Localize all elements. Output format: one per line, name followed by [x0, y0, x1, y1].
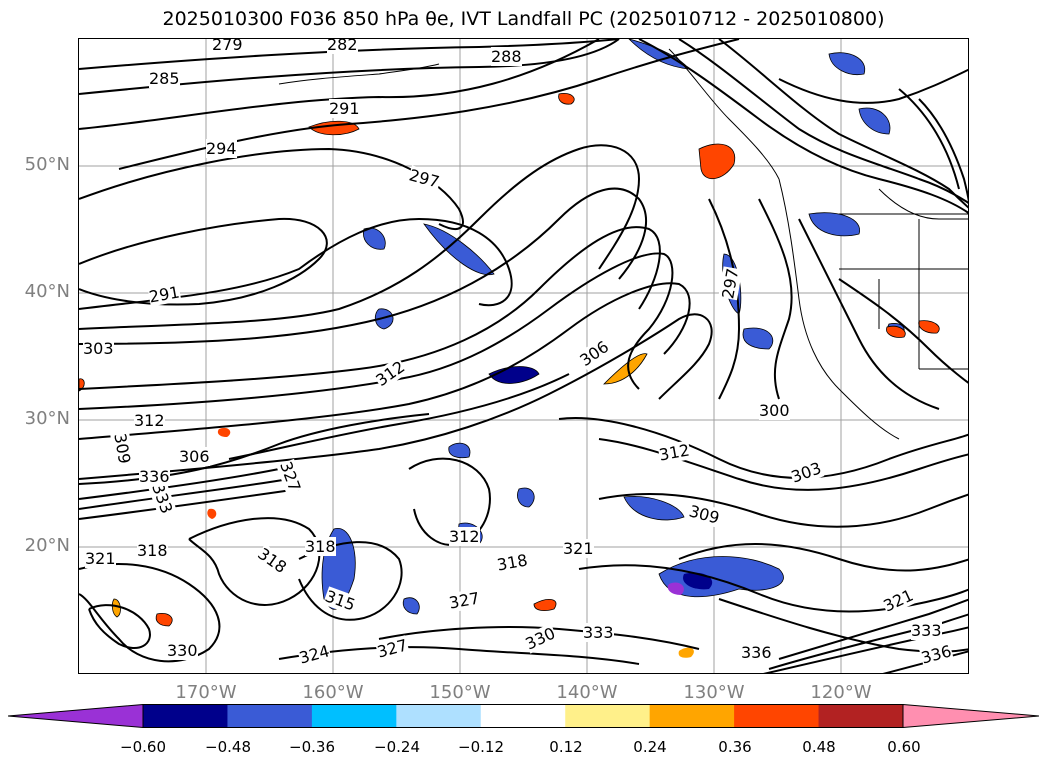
contour-label: 321 [563, 539, 594, 558]
contour-label: 312 [134, 411, 165, 430]
contour-label: 306 [576, 336, 613, 371]
contour-label: 327 [276, 458, 305, 495]
contour-label: 282 [327, 39, 358, 54]
lon-label-160w: 160°W [302, 682, 364, 703]
colorbar-segment [480, 704, 566, 728]
contour-label: 291 [329, 99, 360, 118]
colorbar-segment [818, 704, 904, 728]
colorbar-segment [649, 704, 735, 728]
contour-label: 336 [919, 641, 954, 668]
contour-label: 312 [372, 356, 409, 391]
contour-label: 330 [522, 623, 559, 654]
colorbar-tick: −0.12 [458, 738, 504, 756]
contour-label: 318 [254, 543, 291, 578]
contour-label: 321 [85, 549, 116, 568]
contour-label: 309 [110, 431, 135, 466]
contour-label: 297 [407, 165, 442, 192]
contour-label: 312 [657, 440, 691, 465]
contour-label: 309 [687, 501, 722, 528]
lat-label-30n: 30°N [24, 408, 70, 429]
contour-label: 294 [206, 139, 237, 158]
contour-label: 297 [718, 266, 743, 301]
contour-label: 315 [322, 586, 358, 615]
lon-label-130w: 130°W [683, 682, 745, 703]
contour-label: 324 [297, 641, 332, 668]
colorbar-tick: 0.48 [802, 738, 836, 756]
coastlines [278, 48, 968, 440]
lon-label-170w: 170°W [175, 682, 237, 703]
contour-label: 336 [139, 467, 170, 486]
colorbar-tick: −0.24 [374, 738, 420, 756]
lat-label-20n: 20°N [24, 535, 70, 556]
contour-label: 321 [880, 585, 917, 616]
contour-label: 312 [449, 527, 480, 546]
map-title: 2025010300 F036 850 hPa θe, IVT Landfall… [162, 8, 885, 30]
colorbar-tick: −0.60 [120, 738, 166, 756]
contour-label: 318 [137, 541, 168, 560]
contour-label: 279 [212, 39, 243, 54]
contour-label: 327 [447, 588, 481, 613]
contour-label: 330 [167, 641, 198, 660]
colorbar [8, 704, 1039, 728]
contour-label: 333 [148, 480, 177, 517]
contour-labels: 279 282 285 288 291 294 297 291 297 303 … [79, 39, 968, 673]
colorbar-segment [311, 704, 397, 728]
colorbar-segment [143, 704, 228, 728]
lon-label-120w: 120°W [810, 682, 872, 703]
positive-anomaly-patches [79, 92, 940, 658]
colorbar-segment [227, 704, 313, 728]
contour-label: 288 [491, 47, 522, 66]
contour-label: 327 [375, 635, 410, 662]
contour-label: 303 [83, 339, 114, 358]
colorbar-extend-high [903, 704, 1039, 728]
graticule [79, 39, 968, 673]
colorbar-segment [734, 704, 820, 728]
lon-label-150w: 150°W [429, 682, 491, 703]
contour-label: 336 [741, 643, 772, 662]
contour-label: 300 [759, 401, 790, 420]
colorbar-segment [565, 704, 651, 728]
contour-label: 285 [149, 69, 180, 88]
colorbar-tick: 0.12 [549, 738, 583, 756]
colorbar-tick: 0.24 [633, 738, 667, 756]
map-panel[interactable]: 279 282 285 288 291 294 297 291 297 303 … [78, 38, 969, 674]
colorbar-segment [396, 704, 482, 728]
lat-label-40n: 40°N [24, 281, 70, 302]
colorbar-tick: −0.36 [289, 738, 335, 756]
colorbar-extend-low [8, 704, 143, 728]
contour-label: 318 [305, 537, 336, 556]
colorbar-tick: 0.36 [718, 738, 752, 756]
colorbar-tick: 0.60 [887, 738, 921, 756]
contour-label: 333 [911, 621, 942, 640]
contour-label: 306 [179, 447, 210, 466]
contour-label: 318 [495, 550, 529, 575]
contour-label: 303 [788, 458, 824, 487]
colorbar-tick: −0.48 [205, 738, 251, 756]
contour-label: 291 [147, 282, 181, 307]
lon-label-140w: 140°W [556, 682, 618, 703]
contour-label: 333 [583, 623, 614, 642]
lat-label-50n: 50°N [24, 154, 70, 175]
